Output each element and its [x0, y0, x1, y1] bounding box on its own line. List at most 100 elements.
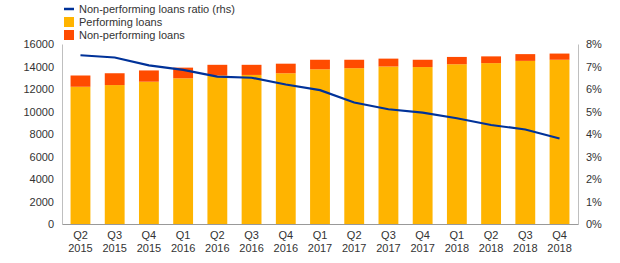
y-tick-label: 12000 [23, 83, 54, 95]
x-tick-label: Q12017 [308, 229, 332, 254]
bar [310, 60, 330, 70]
x-tick: Q12016 [171, 224, 195, 254]
x-tick: Q22018 [479, 224, 503, 254]
x-tick-label: Q42016 [274, 229, 298, 254]
bar [515, 54, 535, 61]
bar [550, 54, 570, 60]
x-tick-label: Q22016 [205, 229, 229, 254]
y2-tick-label: 8% [586, 38, 602, 50]
bar [515, 61, 535, 224]
legend-item: Non-performing loans ratio (rhs) [64, 3, 235, 15]
y2-tick-label: 2% [586, 173, 602, 185]
y2-tick-label: 4% [586, 128, 602, 140]
y-tick: 2000 [30, 196, 62, 208]
x-tick-label: Q32018 [513, 229, 537, 254]
x-tick-label: Q22017 [342, 229, 366, 254]
y-tick: 4000 [30, 173, 62, 185]
x-tick-label: Q32015 [102, 229, 126, 254]
legend-item: Performing loans [64, 16, 163, 28]
y-tick-label: 4000 [30, 173, 54, 185]
bar [207, 76, 227, 225]
x-tick: Q22016 [205, 224, 229, 254]
y2-axis: 0% 1% 2% 3% 4% 5% 6% 7% 8% [578, 38, 602, 230]
bar [481, 56, 501, 63]
y2-tick: 5% [578, 106, 602, 118]
bar [105, 85, 125, 224]
y2-tick: 3% [578, 151, 602, 163]
bar [481, 63, 501, 224]
y2-tick-label: 6% [586, 83, 602, 95]
x-tick-label: Q42018 [547, 229, 571, 254]
bar [413, 67, 433, 224]
y2-tick-label: 3% [586, 151, 602, 163]
y2-tick-label: 7% [586, 61, 602, 73]
y2-tick: 0% [578, 218, 602, 230]
y2-tick: 6% [578, 83, 602, 95]
bar [207, 65, 227, 76]
y2-tick: 1% [578, 196, 602, 208]
y-tick: 10000 [23, 106, 62, 118]
x-tick-label: Q12018 [445, 229, 469, 254]
y2-tick-label: 5% [586, 106, 602, 118]
x-tick-label: Q42017 [410, 229, 434, 254]
bar [276, 73, 296, 224]
y-tick-label: 14000 [23, 61, 54, 73]
bar [413, 60, 433, 67]
y-axis-line [62, 45, 63, 225]
bar [447, 64, 467, 224]
y-tick-label: 16000 [23, 38, 54, 50]
bar [105, 73, 125, 85]
x-tick: Q42017 [410, 224, 434, 254]
y-tick: 0 [48, 218, 62, 230]
bar [344, 60, 364, 68]
y2-tick: 2% [578, 173, 602, 185]
x-axis-line [63, 224, 579, 225]
bar [344, 68, 364, 224]
bar [139, 82, 159, 224]
x-tick: Q42015 [137, 224, 161, 254]
y2-axis-line [578, 45, 579, 225]
legend-item: Non-performing loans [64, 29, 185, 41]
chart: 0 2000 4000 6000 8000 10000 12000 14000 16000 0% 1… [0, 0, 620, 263]
bar [242, 75, 262, 224]
x-tick-label: Q22018 [479, 229, 503, 254]
x-tick: Q22015 [68, 224, 92, 254]
legend-swatch [64, 8, 74, 11]
y-tick: 8000 [30, 128, 62, 140]
x-tick: Q22017 [342, 224, 366, 254]
bar [71, 76, 91, 87]
bar [447, 57, 467, 64]
bar [71, 87, 91, 224]
x-tick-label: Q22015 [68, 229, 92, 254]
legend: Non-performing loans ratio (rhs)Performi… [64, 3, 235, 41]
x-axis: Q22015 Q32015 Q42015 Q12016 Q22016 Q32016 Q420… [63, 224, 579, 254]
bar [173, 78, 193, 224]
y-tick-label: 0 [48, 218, 54, 230]
x-tick-label: Q32017 [376, 229, 400, 254]
y-tick-label: 8000 [30, 128, 54, 140]
x-tick: Q42016 [274, 224, 298, 254]
y-tick: 6000 [30, 151, 62, 163]
y-tick: 12000 [23, 83, 62, 95]
bar [242, 65, 262, 75]
x-tick: Q32016 [239, 224, 263, 254]
legend-label: Non-performing loans [79, 29, 185, 41]
y2-tick: 8% [578, 38, 602, 50]
legend-label: Non-performing loans ratio (rhs) [79, 3, 235, 15]
ratio-line [80, 55, 559, 138]
y-tick: 16000 [23, 38, 62, 50]
bar [276, 64, 296, 74]
y-axis: 0 2000 4000 6000 8000 10000 12000 14000 16000 [23, 38, 62, 230]
bar [379, 59, 399, 67]
bar-series [71, 60, 570, 224]
y2-tick-label: 0% [586, 218, 602, 230]
bar [139, 70, 159, 81]
bar-series [71, 54, 570, 87]
x-tick: Q12017 [308, 224, 332, 254]
x-tick: Q32017 [376, 224, 400, 254]
y2-tick: 4% [578, 128, 602, 140]
x-tick: Q42018 [547, 224, 571, 254]
x-tick-label: Q12016 [171, 229, 195, 254]
y2-tick-label: 1% [586, 196, 602, 208]
y2-tick: 7% [578, 61, 602, 73]
